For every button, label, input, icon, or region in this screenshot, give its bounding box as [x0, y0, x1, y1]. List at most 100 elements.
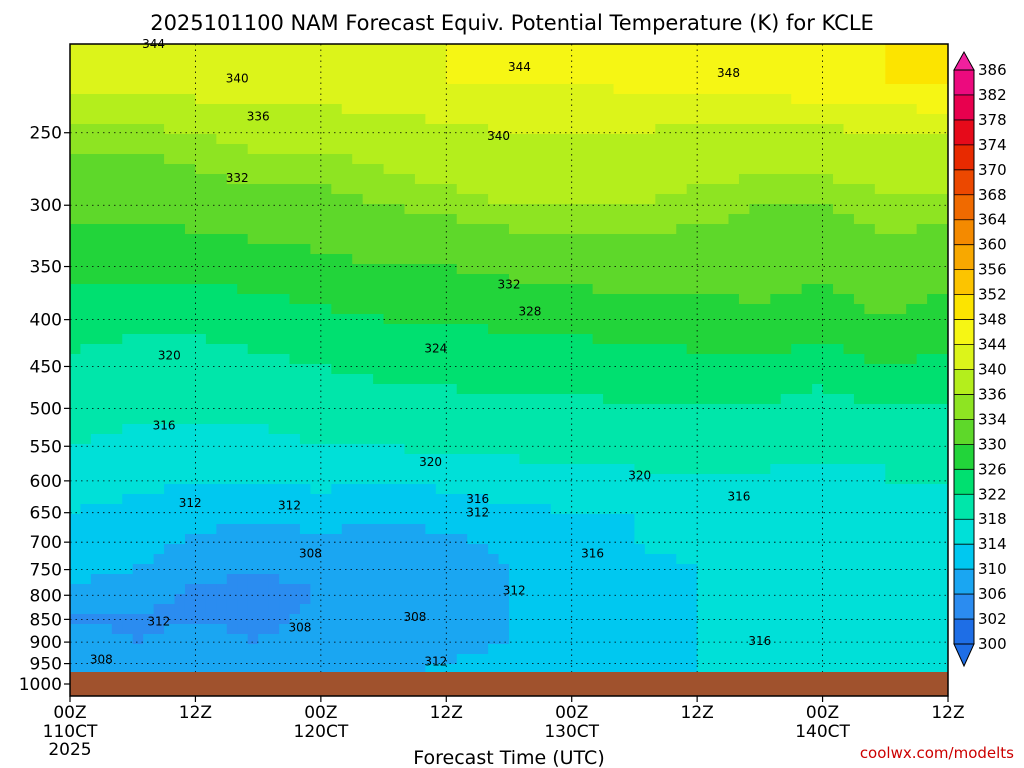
- heatmap-cell: [90, 334, 102, 345]
- heatmap-cell: [864, 134, 876, 145]
- heatmap-cell: [874, 584, 886, 595]
- heatmap-cell: [446, 494, 458, 505]
- heatmap-cell: [697, 64, 709, 75]
- heatmap-cell: [456, 234, 468, 245]
- heatmap-cell: [341, 124, 353, 135]
- heatmap-cell: [561, 374, 573, 385]
- heatmap-cell: [749, 164, 761, 175]
- heatmap-cell: [310, 304, 322, 315]
- heatmap-cell: [592, 524, 604, 535]
- heatmap-cell: [341, 74, 353, 85]
- heatmap-cell: [895, 384, 907, 395]
- heatmap-cell: [603, 504, 615, 515]
- heatmap-cell: [885, 534, 897, 545]
- heatmap-cell: [676, 224, 688, 235]
- heatmap-cell: [833, 444, 845, 455]
- heatmap-cell: [916, 214, 928, 225]
- heatmap-cell: [205, 164, 217, 175]
- heatmap-cell: [623, 624, 636, 635]
- heatmap-cell: [895, 524, 907, 535]
- heatmap-cell: [498, 454, 510, 465]
- heatmap-cell: [174, 444, 186, 455]
- heatmap-cell: [916, 614, 928, 625]
- heatmap-cell: [603, 154, 615, 165]
- heatmap-cell: [498, 334, 510, 345]
- heatmap-cell: [770, 144, 782, 155]
- heatmap-cell: [101, 184, 113, 195]
- heatmap-cell: [655, 614, 667, 625]
- heatmap-cell: [289, 634, 301, 645]
- heatmap-cell: [299, 114, 311, 125]
- heatmap-cell: [205, 424, 217, 435]
- heatmap-cell: [697, 324, 709, 335]
- heatmap-cell: [394, 514, 406, 525]
- heatmap-cell: [603, 254, 615, 265]
- heatmap-cell: [237, 234, 249, 245]
- heatmap-cell: [874, 84, 886, 95]
- heatmap-cell: [519, 204, 531, 215]
- heatmap-cell: [195, 364, 207, 375]
- heatmap-cell: [373, 444, 385, 455]
- heatmap-cell: [906, 204, 918, 215]
- heatmap-cell: [394, 434, 406, 445]
- heatmap-cell: [446, 244, 458, 255]
- heatmap-cell: [456, 624, 468, 635]
- heatmap-cell: [529, 484, 541, 495]
- heatmap-cell: [90, 234, 102, 245]
- heatmap-cell: [122, 364, 134, 375]
- heatmap-cell: [310, 614, 322, 625]
- heatmap-cell: [101, 604, 113, 615]
- heatmap-cell: [383, 184, 395, 195]
- heatmap-cell: [205, 44, 217, 55]
- heatmap-cell: [791, 374, 803, 385]
- heatmap-cell: [80, 294, 92, 305]
- heatmap-cell: [540, 414, 552, 425]
- heatmap-cell: [634, 224, 646, 235]
- heatmap-cell: [937, 374, 948, 385]
- heatmap-cell: [467, 634, 479, 645]
- heatmap-cell: [456, 284, 468, 295]
- heatmap-cell: [613, 114, 625, 125]
- heatmap-cell: [80, 464, 92, 475]
- heatmap-cell: [550, 314, 562, 325]
- heatmap-cell: [843, 574, 855, 585]
- heatmap-cell: [394, 234, 406, 245]
- heatmap-cell: [289, 194, 301, 205]
- heatmap-cell: [299, 84, 311, 95]
- heatmap-cell: [812, 324, 824, 335]
- heatmap-cell: [665, 574, 677, 585]
- heatmap-cell: [70, 154, 82, 165]
- heatmap-cell: [833, 624, 845, 635]
- heatmap-cell: [906, 124, 918, 135]
- heatmap-cell: [603, 584, 615, 595]
- heatmap-cell: [519, 184, 531, 195]
- heatmap-cell: [634, 264, 646, 275]
- heatmap-cell: [519, 244, 531, 255]
- heatmap-cell: [373, 184, 385, 195]
- heatmap-cell: [352, 224, 364, 235]
- heatmap-cell: [383, 284, 395, 295]
- heatmap-cell: [686, 104, 698, 115]
- heatmap-cell: [895, 354, 907, 365]
- heatmap-cell: [488, 604, 500, 615]
- heatmap-cell: [519, 264, 531, 275]
- heatmap-cell: [331, 624, 343, 635]
- heatmap-cell: [373, 634, 385, 645]
- heatmap-cell: [80, 594, 92, 605]
- heatmap-cell: [937, 554, 948, 565]
- heatmap-cell: [101, 554, 113, 565]
- heatmap-cell: [623, 154, 636, 165]
- heatmap-cell: [352, 344, 364, 355]
- heatmap-cell: [174, 484, 186, 495]
- heatmap-cell: [111, 254, 123, 265]
- heatmap-cell: [707, 284, 719, 295]
- heatmap-cell: [561, 604, 573, 615]
- heatmap-cell: [101, 214, 113, 225]
- heatmap-cell: [759, 324, 771, 335]
- heatmap-cell: [644, 484, 656, 495]
- heatmap-cell: [498, 374, 510, 385]
- heatmap-cell: [174, 464, 186, 475]
- heatmap-cell: [843, 224, 855, 235]
- heatmap-cell: [676, 284, 688, 295]
- heatmap-cell: [414, 284, 426, 295]
